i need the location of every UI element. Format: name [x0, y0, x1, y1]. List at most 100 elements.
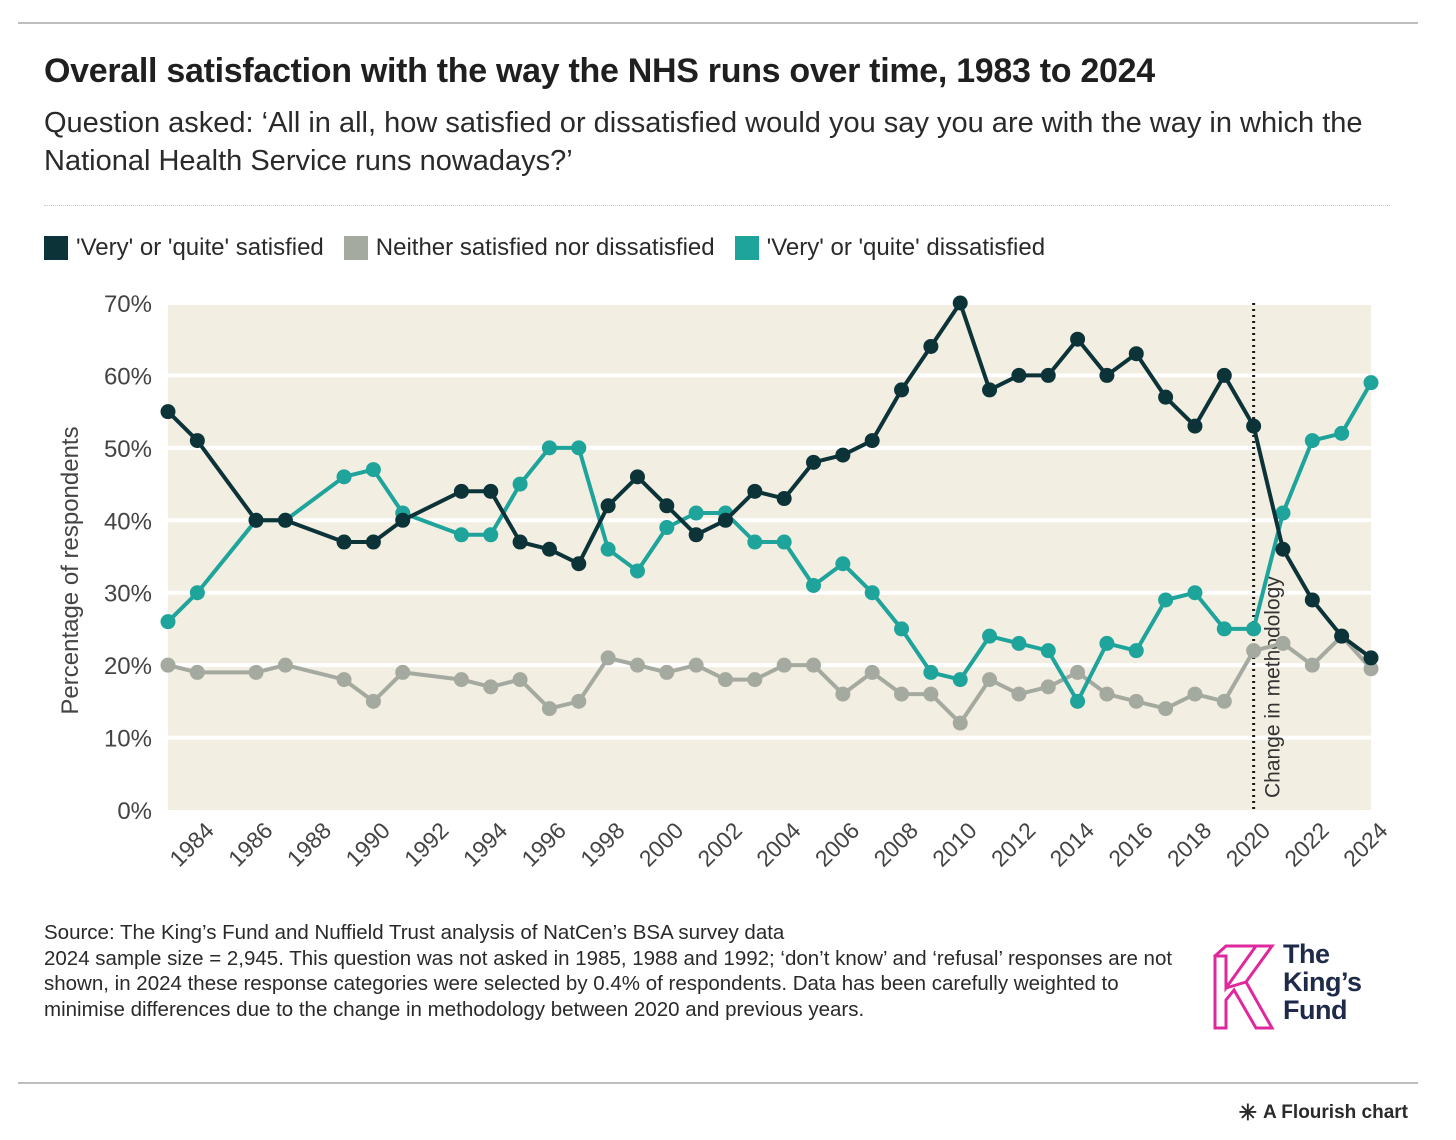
data-point-neither [1246, 643, 1262, 659]
data-point-satisfied [894, 382, 910, 398]
x-tick-label: 2018 [1162, 817, 1217, 872]
data-point-dissatisfied [483, 527, 499, 543]
x-tick-label: 2020 [1221, 817, 1276, 872]
data-point-neither [1099, 686, 1115, 702]
data-point-dissatisfied [1187, 585, 1203, 601]
x-tick-label: 1984 [164, 817, 219, 872]
data-point-dissatisfied [982, 628, 998, 644]
methodology-change-label: Change in methodology [1262, 576, 1285, 798]
legend-swatch-satisfied [44, 236, 68, 260]
data-point-neither [1216, 693, 1232, 709]
data-point-satisfied [571, 556, 587, 572]
data-point-satisfied [1275, 541, 1291, 557]
data-point-dissatisfied [952, 672, 968, 688]
data-point-satisfied [1128, 346, 1144, 362]
legend-label-neither: Neither satisfied nor dissatisfied [375, 234, 715, 261]
data-point-satisfied [483, 483, 499, 499]
data-point-neither [835, 686, 851, 702]
flourish-credit[interactable]: ✳ A Flourish chart [1239, 1100, 1408, 1126]
data-point-satisfied [1363, 650, 1379, 666]
data-point-dissatisfied [747, 534, 763, 550]
legend-label-satisfied: 'Very' or 'quite' satisfied [76, 234, 324, 261]
flourish-asterisk-icon: ✳ [1238, 1100, 1258, 1125]
data-point-satisfied [541, 541, 557, 557]
data-point-satisfied [395, 512, 411, 528]
data-point-satisfied [248, 512, 264, 528]
data-point-dissatisfied [336, 469, 352, 485]
legend-item-dissatisfied[interactable]: 'Very' or 'quite' dissatisfied [734, 234, 1046, 262]
data-point-neither [1363, 661, 1379, 677]
data-point-satisfied [864, 433, 880, 449]
data-point-satisfied [952, 295, 968, 311]
data-point-satisfied [1158, 389, 1174, 405]
data-point-dissatisfied [864, 585, 880, 601]
plot-background [168, 303, 1371, 810]
data-point-satisfied [806, 454, 822, 470]
kings-fund-logo-icon [1213, 944, 1275, 1030]
data-point-neither [453, 672, 469, 688]
data-point-dissatisfied [629, 563, 645, 579]
data-point-dissatisfied [1216, 621, 1232, 637]
x-tick-label: 2004 [751, 817, 806, 872]
data-point-neither [1158, 701, 1174, 717]
data-point-neither [806, 657, 822, 673]
x-tick-label: 1994 [458, 817, 513, 872]
legend-swatch-dissatisfied [734, 236, 759, 260]
flourish-label: A Flourish chart [1263, 1102, 1408, 1123]
data-point-satisfied [1011, 367, 1027, 383]
data-point-satisfied [835, 447, 851, 463]
legend-swatch-neither [343, 236, 368, 260]
data-point-satisfied [1187, 418, 1203, 434]
data-point-satisfied [776, 491, 792, 507]
data-point-dissatisfied [1099, 635, 1115, 651]
data-point-dissatisfied [1304, 433, 1320, 449]
y-tick-label: 40% [104, 508, 152, 535]
x-tick-label: 2022 [1279, 817, 1334, 872]
y-tick-label: 50% [104, 436, 152, 463]
data-point-neither [629, 657, 645, 673]
data-point-dissatisfied [1040, 643, 1056, 659]
methodology-note: 2024 sample size = 2,945. This question … [44, 946, 1173, 1021]
x-tick-label: 1992 [399, 817, 454, 872]
legend: 'Very' or 'quite' satisfied Neither sati… [44, 234, 1065, 262]
data-point-satisfied [982, 382, 998, 398]
y-tick-label: 20% [104, 653, 152, 680]
y-tick-label: 0% [117, 798, 152, 825]
x-tick-label: 2006 [810, 817, 865, 872]
data-point-satisfied [747, 483, 763, 499]
data-point-satisfied [629, 469, 645, 485]
data-point-satisfied [923, 338, 939, 354]
data-point-dissatisfied [160, 614, 176, 630]
source-line: Source: The King’s Fund and Nuffield Tru… [44, 921, 785, 944]
legend-item-neither[interactable]: Neither satisfied nor dissatisfied [343, 234, 715, 262]
x-tick-label: 1988 [282, 817, 337, 872]
legend-label-dissatisfied: 'Very' or 'quite' dissatisfied [766, 234, 1046, 261]
x-tick-label: 2016 [1103, 817, 1158, 872]
data-point-dissatisfied [659, 520, 675, 536]
x-tick-label: 1990 [340, 817, 395, 872]
data-point-neither [541, 701, 557, 717]
x-tick-label: 2012 [986, 817, 1041, 872]
data-point-neither [1040, 679, 1056, 695]
data-point-neither [483, 679, 499, 695]
data-point-neither [1187, 686, 1203, 702]
data-point-neither [1304, 657, 1320, 673]
data-point-dissatisfied [365, 462, 381, 478]
data-point-neither [336, 672, 352, 688]
legend-item-satisfied[interactable]: 'Very' or 'quite' satisfied [44, 234, 324, 262]
data-point-satisfied [512, 534, 528, 550]
data-point-satisfied [189, 433, 205, 449]
data-point-dissatisfied [453, 527, 469, 543]
data-point-neither [717, 672, 733, 688]
data-point-satisfied [1334, 628, 1350, 644]
data-point-satisfied [659, 498, 675, 514]
x-tick-label: 1998 [575, 817, 630, 872]
x-tick-label: 2024 [1338, 817, 1393, 872]
logo-line-1: The [1283, 939, 1330, 969]
data-point-dissatisfied [600, 541, 616, 557]
data-point-dissatisfied [1334, 425, 1350, 441]
data-point-neither [571, 693, 587, 709]
data-point-neither [512, 672, 528, 688]
data-point-satisfied [1304, 592, 1320, 608]
